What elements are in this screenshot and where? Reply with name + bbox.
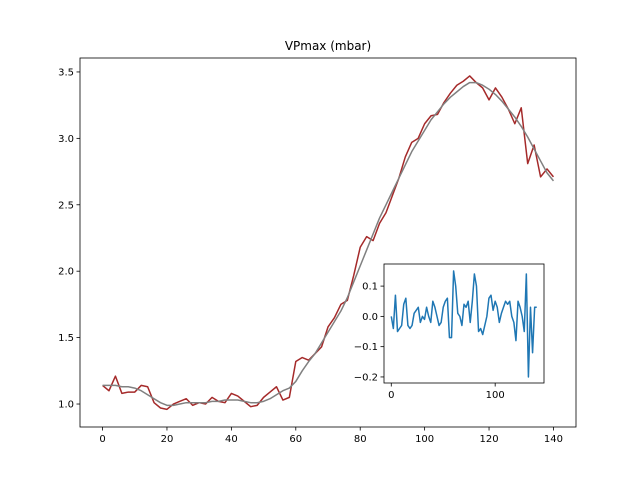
x-tick-label: 0 <box>388 390 394 401</box>
x-tick-label: 100 <box>415 434 434 445</box>
x-tick-label: 80 <box>354 434 367 445</box>
x-tick-label: 60 <box>289 434 302 445</box>
x-tick-label: 20 <box>161 434 174 445</box>
x-tick-label: 40 <box>225 434 238 445</box>
axes-frame <box>79 57 577 428</box>
y-tick-label: 0.1 <box>362 282 378 293</box>
x-tick-label: 0 <box>99 434 105 445</box>
y-tick-label: 0.0 <box>362 312 378 323</box>
y-tick-label: 2.0 <box>58 267 74 278</box>
y-tick-label: 1.0 <box>58 400 74 411</box>
y-tick-label: 3.5 <box>58 67 74 78</box>
x-tick-label: 100 <box>486 390 505 401</box>
chart-title: VPmax (mbar) <box>285 39 371 53</box>
y-tick-label: −0.2 <box>354 372 378 383</box>
data-line <box>102 75 555 411</box>
data-line <box>390 270 537 378</box>
x-tick-label: 140 <box>544 434 563 445</box>
data-line <box>102 81 555 407</box>
y-tick-label: 1.5 <box>58 333 74 344</box>
y-tick-label: 3.0 <box>58 134 74 145</box>
y-tick-label: 2.5 <box>58 200 74 211</box>
axes-frame <box>383 263 545 384</box>
x-tick-label: 120 <box>479 434 498 445</box>
y-tick-label: −0.1 <box>354 342 378 353</box>
